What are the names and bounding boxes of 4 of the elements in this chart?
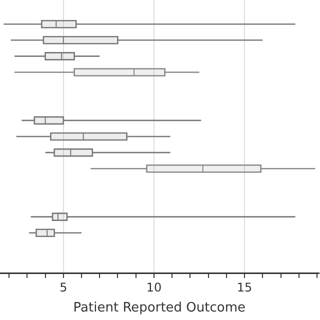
x-tick-label: 10 [146,280,162,294]
x-tick-label: 15 [236,280,252,294]
x-tick-label: 5 [60,280,68,294]
x-axis-title: Patient Reported Outcome [73,300,246,316]
